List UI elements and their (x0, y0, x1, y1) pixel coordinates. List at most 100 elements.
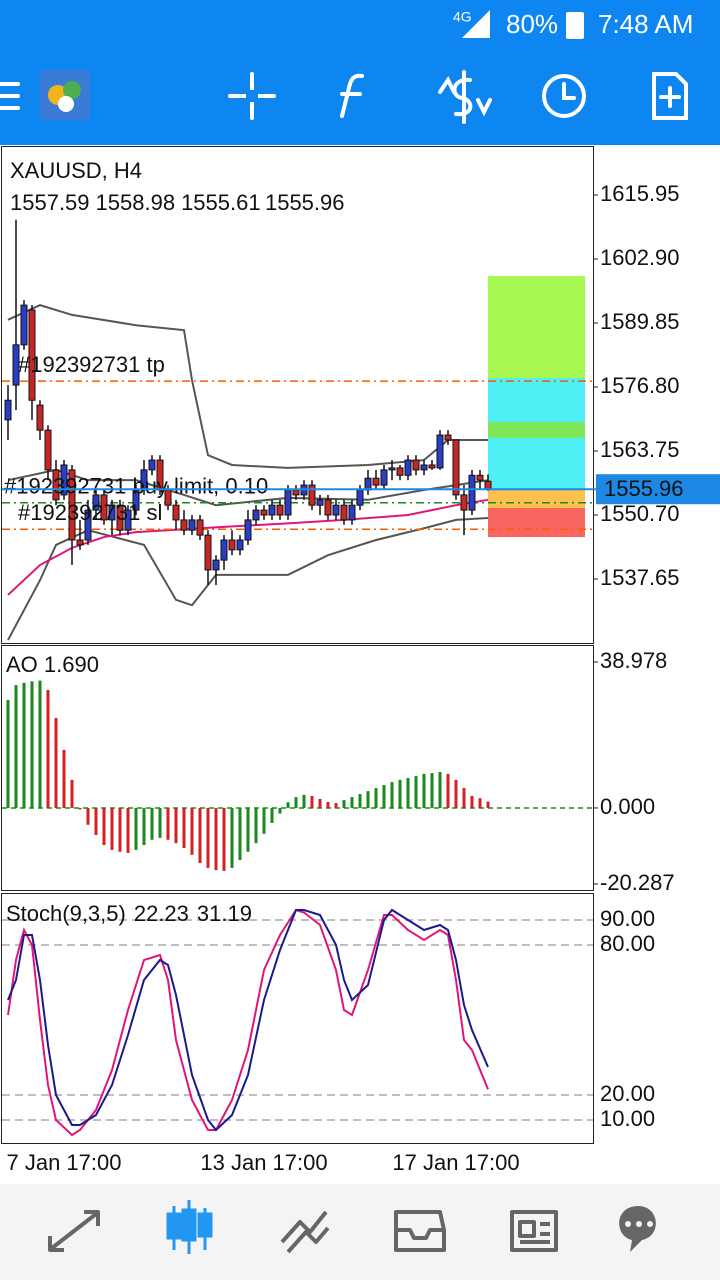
ao-bar (102, 807, 106, 846)
ohlc-value: 1558.98 (96, 190, 176, 215)
period-button[interactable] (542, 74, 586, 118)
ao-bar (222, 807, 226, 871)
stoch-value: 22.23 (134, 901, 189, 926)
ao-bar (62, 749, 66, 808)
ao-bar (38, 680, 42, 808)
x-tick-label: 13 Jan 17:00 (200, 1150, 327, 1175)
ao-bar (6, 700, 10, 808)
y-tick-label: 1576.80 (600, 373, 680, 398)
ao-bar (142, 807, 146, 846)
indicators-button[interactable] (340, 73, 364, 118)
candle-body (180, 519, 188, 531)
order-label: #192392731 buy limit, 0.10 (4, 474, 268, 499)
ao-bar (302, 794, 306, 808)
candle-body (356, 489, 364, 506)
menu-button[interactable] (0, 82, 20, 110)
ao-bar (430, 773, 434, 808)
ao-bar (174, 807, 178, 844)
ao-panel (1, 645, 594, 891)
ao-bar (342, 800, 346, 808)
candle-body (60, 464, 68, 496)
candle-body (292, 489, 300, 496)
candle-body (84, 509, 92, 541)
ao-bar (126, 807, 130, 853)
ao-bar (406, 777, 410, 808)
candle-body (260, 509, 268, 516)
app-header (0, 0, 720, 145)
ao-bar (286, 802, 290, 808)
app-logo[interactable] (40, 70, 90, 120)
candle-body (436, 434, 444, 469)
indicator-line (7, 304, 488, 469)
signal-icon (462, 10, 490, 38)
ohlc-value: 1557.59 (10, 190, 90, 215)
ao-bar (358, 794, 362, 808)
trade-button[interactable] (438, 70, 492, 124)
ohlc-values: 1557.59 1558.98 1555.61 1555.96 (10, 190, 345, 215)
price-tag-label: 1555.96 (604, 476, 684, 501)
ao-bar (182, 807, 186, 849)
candle-body (388, 467, 396, 471)
nav-news[interactable] (510, 1210, 558, 1252)
y-tick-label: 0.000 (600, 794, 655, 819)
y-tick-label: 10.00 (600, 1106, 655, 1131)
ao-bar (270, 807, 274, 823)
ao-bar (198, 807, 202, 864)
nav-history[interactable] (394, 1210, 446, 1252)
candle-body (236, 539, 244, 551)
ao-bar (14, 685, 18, 808)
nav-quotes[interactable] (48, 1210, 100, 1252)
candle-body (308, 484, 316, 506)
ao-bar (382, 785, 386, 808)
candle-body (348, 504, 356, 521)
candle-body (268, 504, 276, 516)
ao-bar (366, 791, 370, 808)
order-label: #192392731 tp (18, 352, 165, 377)
y-tick-label: 1615.95 (600, 181, 680, 206)
ao-bar (294, 797, 298, 808)
y-tick-label: 20.00 (600, 1081, 655, 1106)
candle-body (212, 559, 220, 571)
candle-body (196, 519, 204, 536)
candle-body (148, 459, 156, 471)
clock: 7:48 AM (598, 9, 693, 39)
ao-bar (278, 807, 282, 814)
candle-body (228, 539, 236, 551)
ao-bar (486, 801, 490, 808)
nav-chat[interactable] (619, 1206, 656, 1252)
candle-body (116, 504, 124, 531)
candle-body (220, 539, 228, 561)
candle-body (4, 399, 12, 421)
nav-chart[interactable] (166, 1200, 213, 1254)
ao-bar (478, 798, 482, 808)
ao-bar (350, 797, 354, 808)
crosshair-button[interactable] (228, 72, 276, 120)
order-label: #192392731 sl (18, 500, 162, 525)
ao-bar (54, 718, 58, 808)
indicator-line (7, 516, 489, 641)
nav-trade[interactable] (280, 1210, 330, 1254)
candle-body (444, 434, 452, 441)
new-chart-button[interactable] (652, 72, 688, 120)
candle-body (460, 494, 468, 511)
ao-bar (262, 807, 266, 834)
y-tick-label: 1602.90 (600, 245, 680, 270)
chart-layer: 1615.95 1602.90 1589.85 1576.80 1563.75 1550.… (2, 181, 720, 1175)
stoch-line (7, 908, 489, 1132)
main-panel (1, 146, 594, 644)
ao-bar (446, 773, 450, 808)
ao-bar (110, 807, 114, 850)
candle-body (68, 469, 76, 541)
ao-bar (310, 795, 314, 808)
ohlc-value: 1555.96 (265, 190, 345, 215)
ao-bar (118, 807, 122, 852)
ao-bar (94, 807, 98, 835)
stoch-panel (1, 893, 594, 1144)
candle-body (412, 459, 420, 471)
candle-body (124, 509, 132, 531)
battery-icon (566, 12, 584, 39)
candle-body (332, 504, 340, 516)
candle-body (244, 519, 252, 541)
ao-bar (70, 779, 74, 808)
